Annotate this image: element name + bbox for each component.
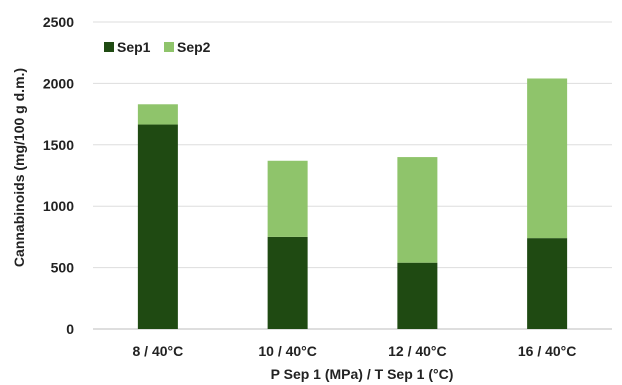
y-axis-label: Cannabinoids (mg/100 g d.m.): [11, 68, 27, 267]
y-tick-label: 0: [66, 321, 74, 337]
bar-sep2-2: [267, 160, 308, 237]
y-tick-labels: 0 500 1000 1500 2000 2500: [43, 14, 74, 337]
x-tick-label: 16 / 40°C: [518, 343, 577, 359]
y-tick-label: 1000: [43, 198, 74, 214]
legend-swatch-sep1: [104, 42, 114, 52]
y-tick-label: 2000: [43, 75, 74, 91]
bar-sep1-2: [267, 236, 308, 329]
y-tick-label: 1500: [43, 137, 74, 153]
x-axis-label: P Sep 1 (MPa) / T Sep 1 (°C): [271, 366, 454, 382]
y-tick-label: 2500: [43, 14, 74, 30]
x-tick-label: 12 / 40°C: [388, 343, 447, 359]
grid-lines: [93, 21, 612, 330]
bar-sep1-4: [527, 238, 568, 329]
legend-label-sep1: Sep1: [117, 39, 151, 55]
bar-sep2-1: [137, 104, 178, 125]
x-tick-label: 8 / 40°C: [133, 343, 184, 359]
legend: Sep1 Sep2: [104, 39, 211, 55]
y-tick-label: 500: [51, 260, 75, 276]
x-tick-labels: 8 / 40°C 10 / 40°C 12 / 40°C 16 / 40°C: [133, 343, 577, 359]
legend-swatch-sep2: [164, 42, 174, 52]
bar-sep2-4: [527, 78, 568, 239]
legend-label-sep2: Sep2: [177, 39, 211, 55]
x-tick-label: 10 / 40°C: [258, 343, 317, 359]
bar-sep1-1: [137, 124, 178, 330]
bar-sep1-3: [397, 262, 438, 329]
bar-sep2-3: [397, 157, 438, 263]
bars: [137, 78, 568, 330]
